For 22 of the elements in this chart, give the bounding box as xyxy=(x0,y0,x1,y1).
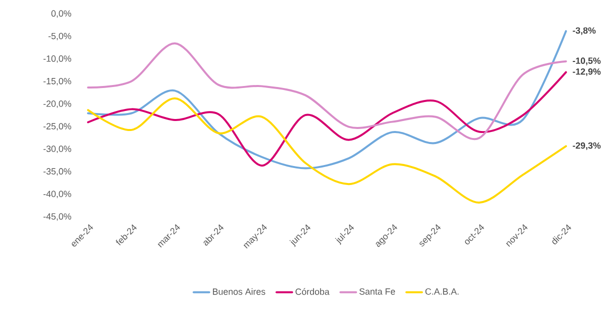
data-label: -29,3% xyxy=(572,142,601,150)
line-series xyxy=(87,42,567,140)
y-tick-label: -45,0% xyxy=(43,213,72,221)
legend-label: Buenos Aires xyxy=(212,288,266,295)
y-tick-label: -20,0% xyxy=(43,100,72,108)
line-series xyxy=(87,71,567,167)
y-tick-label: -25,0% xyxy=(43,123,72,130)
data-label: -3,8% xyxy=(572,27,596,35)
legend-label: C.A.B.A. xyxy=(425,288,459,295)
y-tick-label: -15,0% xyxy=(43,78,72,86)
y-tick-label: -10,0% xyxy=(43,55,72,63)
y-tick-label: -5,0% xyxy=(48,32,72,40)
y-tick-label: 0,0% xyxy=(51,10,72,18)
line-series xyxy=(87,97,567,204)
legend-label: Santa Fe xyxy=(359,288,396,295)
y-tick-label: -40,0% xyxy=(43,190,72,198)
legend-label: Córdoba xyxy=(296,288,330,295)
y-tick-label: -35,0% xyxy=(43,168,72,176)
y-tick-label: -30,0% xyxy=(43,146,72,154)
data-label: -12,9% xyxy=(572,68,601,76)
data-label: -10,5% xyxy=(572,58,601,66)
line-series xyxy=(87,30,567,170)
